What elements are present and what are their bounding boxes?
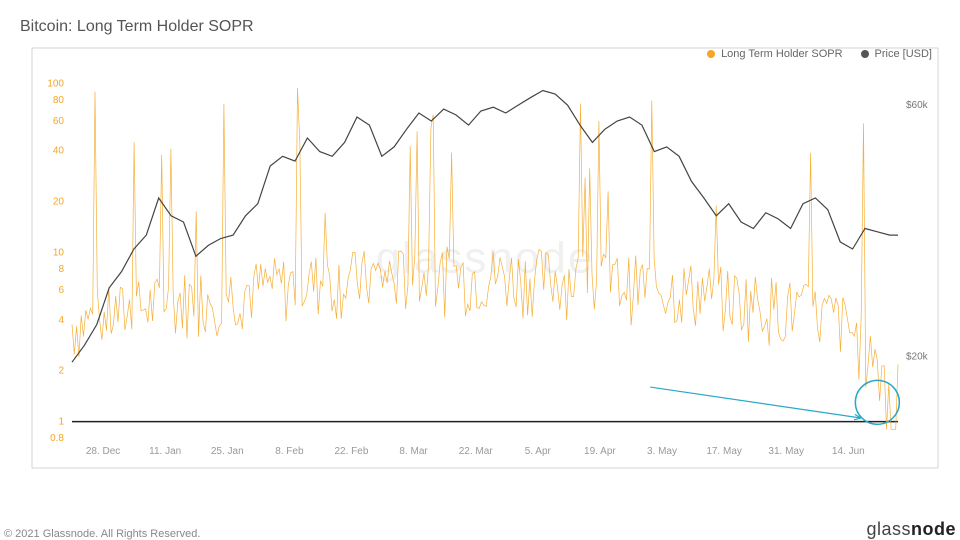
chart-frame: Long Term Holder SOPR Price [USD] glassn…	[18, 44, 942, 474]
legend-swatch-sopr	[707, 50, 715, 58]
svg-text:$20k: $20k	[906, 351, 929, 362]
svg-text:10: 10	[53, 248, 65, 259]
copyright-text: © 2021 Glassnode. All Rights Reserved.	[4, 528, 200, 540]
svg-text:80: 80	[53, 95, 65, 106]
svg-text:100: 100	[47, 78, 64, 89]
svg-text:5. Apr: 5. Apr	[525, 446, 552, 457]
chart-page: Bitcoin: Long Term Holder SOPR Long Term…	[0, 0, 960, 540]
legend-item-price: Price [USD]	[861, 48, 932, 60]
svg-text:31. May: 31. May	[768, 446, 804, 457]
brand-logo: glassnode	[866, 519, 956, 540]
svg-text:4: 4	[58, 315, 64, 326]
svg-text:20: 20	[53, 197, 65, 208]
svg-text:22. Feb: 22. Feb	[335, 446, 369, 457]
chart-title: Bitcoin: Long Term Holder SOPR	[20, 18, 942, 36]
svg-text:19. Apr: 19. Apr	[584, 446, 616, 457]
page-footer: © 2021 Glassnode. All Rights Reserved. g…	[0, 519, 960, 540]
svg-text:2: 2	[58, 366, 64, 377]
svg-text:28. Dec: 28. Dec	[86, 446, 120, 457]
legend-label-price: Price [USD]	[875, 48, 932, 60]
svg-text:14. Jun: 14. Jun	[832, 446, 865, 457]
svg-text:25. Jan: 25. Jan	[211, 446, 244, 457]
svg-text:60: 60	[53, 116, 65, 127]
svg-text:$60k: $60k	[906, 100, 929, 111]
svg-text:0.8: 0.8	[50, 433, 64, 444]
svg-text:8: 8	[58, 264, 64, 275]
chart-svg: glassnode0.8124681020406080100$20k$60k28…	[18, 44, 942, 474]
svg-text:40: 40	[53, 146, 65, 157]
svg-text:22. Mar: 22. Mar	[459, 446, 494, 457]
svg-text:11. Jan: 11. Jan	[149, 446, 181, 457]
svg-text:8. Feb: 8. Feb	[275, 446, 304, 457]
chart-legend: Long Term Holder SOPR Price [USD]	[707, 48, 932, 60]
legend-item-sopr: Long Term Holder SOPR	[707, 48, 842, 60]
svg-text:3. May: 3. May	[647, 446, 677, 457]
svg-text:6: 6	[58, 285, 64, 296]
svg-text:8. Mar: 8. Mar	[399, 446, 428, 457]
svg-text:17. May: 17. May	[706, 446, 742, 457]
legend-swatch-price	[861, 50, 869, 58]
svg-text:1: 1	[58, 417, 64, 428]
legend-label-sopr: Long Term Holder SOPR	[721, 48, 842, 60]
